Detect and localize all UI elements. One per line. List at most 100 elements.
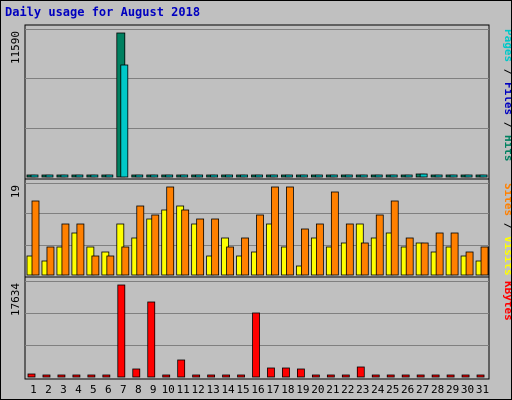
bar-pages-day-1 xyxy=(30,174,39,178)
bar-pages-day-29 xyxy=(449,174,458,178)
bar-sites-day-28 xyxy=(435,232,444,276)
legend-part: Hits xyxy=(502,135,511,162)
bar-sites-day-3 xyxy=(61,223,70,276)
day-label-6: 6 xyxy=(105,383,112,396)
bar-sites-day-15 xyxy=(241,237,249,276)
bar-pages-day-28 xyxy=(434,174,443,178)
legend-part: / xyxy=(502,62,511,82)
bar-kbytes-day-8 xyxy=(132,368,141,378)
bar-kbytes-day-26 xyxy=(401,374,410,378)
panel-border xyxy=(24,276,490,380)
panel-hits-files-pages: 11590 Pages / Files / Hits xyxy=(9,24,511,180)
bar-sites-day-21 xyxy=(330,191,339,276)
bar-sites-day-29 xyxy=(450,232,459,276)
bar-sites-day-16 xyxy=(256,214,264,276)
bar-sites-day-27 xyxy=(420,242,429,276)
day-label-1: 1 xyxy=(30,383,37,396)
bar-kbytes-day-29 xyxy=(446,374,455,378)
bar-pages-day-11 xyxy=(180,174,189,178)
series-legend-label: Pages / Files / Hits xyxy=(502,29,511,162)
bar-sites-day-4 xyxy=(76,223,85,276)
bar-sites-day-1 xyxy=(31,200,40,276)
bar-pages-day-12 xyxy=(195,174,204,178)
legend-part: Pages xyxy=(502,29,511,62)
legend-part: Visits xyxy=(502,236,511,276)
bar-kbytes-day-4 xyxy=(72,374,81,378)
day-label-25: 25 xyxy=(386,383,399,396)
day-label-19: 19 xyxy=(296,383,309,396)
bar-kbytes-day-19 xyxy=(297,368,305,378)
y-max-label: 17634 xyxy=(9,283,22,316)
day-label-7: 7 xyxy=(120,383,127,396)
bar-pages-day-2 xyxy=(45,174,54,178)
bar-pages-day-5 xyxy=(90,174,99,178)
bar-kbytes-day-23 xyxy=(356,366,365,378)
day-label-30: 30 xyxy=(461,383,474,396)
bar-kbytes-day-12 xyxy=(192,374,201,378)
bar-kbytes-day-15 xyxy=(237,374,245,378)
day-label-10: 10 xyxy=(162,383,175,396)
day-label-21: 21 xyxy=(326,383,339,396)
bar-sites-day-23 xyxy=(360,242,369,276)
day-label-31: 31 xyxy=(476,383,489,396)
chart-panels: 11590 Pages / Files / Hits 19 Sites / Visit… xyxy=(9,24,511,380)
bar-kbytes-day-9 xyxy=(147,301,156,378)
day-label-20: 20 xyxy=(311,383,324,396)
bar-sites-day-19 xyxy=(301,228,309,276)
day-label-12: 12 xyxy=(192,383,205,396)
series-legend-label: KBytes xyxy=(502,281,511,321)
bar-kbytes-day-14 xyxy=(222,374,230,378)
legend-part: Files xyxy=(502,82,511,115)
bar-kbytes-day-31 xyxy=(476,374,485,378)
bar-sites-day-8 xyxy=(136,205,145,276)
bar-kbytes-day-27 xyxy=(416,374,425,378)
bar-pages-day-7 xyxy=(120,64,129,178)
day-label-26: 26 xyxy=(401,383,414,396)
bar-sites-day-22 xyxy=(345,223,354,276)
day-label-27: 27 xyxy=(416,383,429,396)
bar-kbytes-day-18 xyxy=(282,367,290,378)
bar-pages-day-13 xyxy=(210,174,219,178)
bar-kbytes-day-6 xyxy=(102,374,111,378)
bar-pages-day-31 xyxy=(479,174,488,178)
bar-pages-day-26 xyxy=(404,174,413,178)
day-label-2: 2 xyxy=(45,383,52,396)
day-label-15: 15 xyxy=(236,383,249,396)
bar-kbytes-day-10 xyxy=(162,374,171,378)
bar-kbytes-day-1 xyxy=(27,373,36,378)
bar-pages-day-20 xyxy=(314,174,323,178)
bar-pages-day-25 xyxy=(389,174,398,178)
series-legend-label: Sites / Visits xyxy=(502,183,511,276)
y-max-label: 11590 xyxy=(9,31,22,64)
bar-kbytes-day-16 xyxy=(252,312,260,378)
day-label-23: 23 xyxy=(356,383,369,396)
bar-sites-day-14 xyxy=(226,246,234,276)
bar-pages-day-22 xyxy=(344,174,353,178)
bar-pages-day-3 xyxy=(60,174,69,178)
legend-part: KBytes xyxy=(502,281,511,321)
bar-kbytes-day-5 xyxy=(87,374,96,378)
y-max-label: 19 xyxy=(9,185,22,198)
day-label-18: 18 xyxy=(281,383,294,396)
bar-sites-day-26 xyxy=(405,237,414,276)
day-label-8: 8 xyxy=(135,383,142,396)
bar-pages-day-15 xyxy=(240,174,248,178)
bar-kbytes-day-21 xyxy=(326,374,335,378)
chart-title: Daily usage for August 2018 xyxy=(5,5,200,19)
bar-sites-day-17 xyxy=(271,186,279,276)
bar-pages-day-4 xyxy=(75,174,84,178)
bar-kbytes-day-30 xyxy=(461,374,470,378)
day-label-24: 24 xyxy=(371,383,385,396)
bar-kbytes-day-24 xyxy=(371,374,380,378)
day-label-29: 29 xyxy=(446,383,459,396)
x-axis-day-labels: 1 2 3 4 5 6 7 8 9 10 11 12 13 14 15 16 17 18 19 20 21 22 23 24 2… xyxy=(30,383,489,396)
bar-sites-day-13 xyxy=(211,218,220,276)
day-label-3: 3 xyxy=(60,383,67,396)
day-label-11: 11 xyxy=(177,383,190,396)
bar-sites-day-6 xyxy=(106,255,115,276)
bar-sites-day-25 xyxy=(390,200,399,276)
bar-sites-day-18 xyxy=(286,186,294,276)
day-label-22: 22 xyxy=(341,383,354,396)
bar-pages-day-16 xyxy=(255,174,263,178)
